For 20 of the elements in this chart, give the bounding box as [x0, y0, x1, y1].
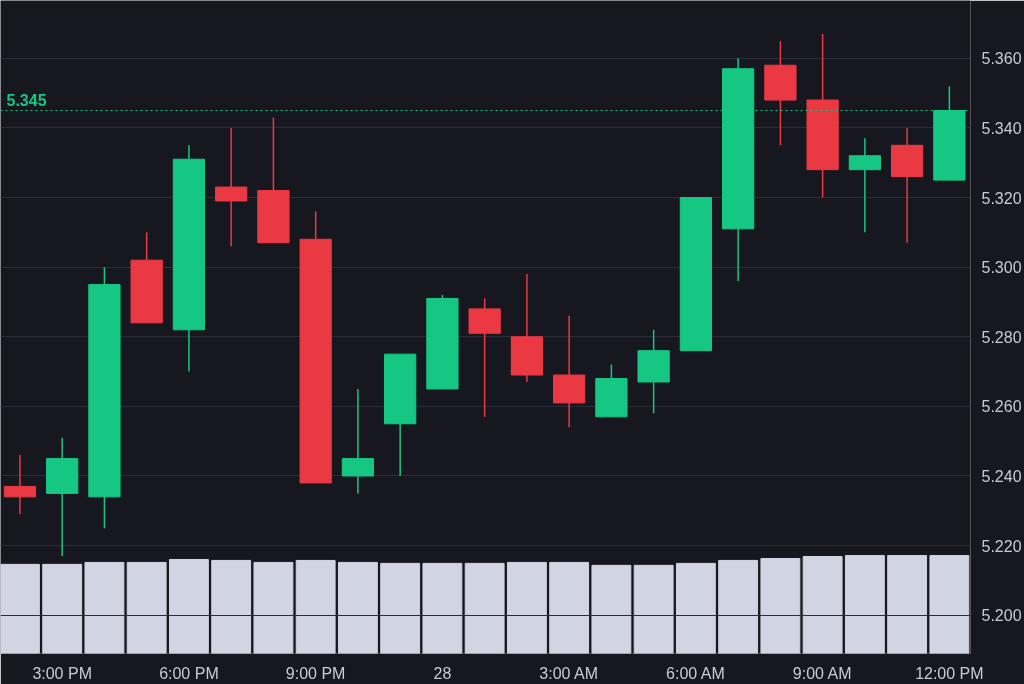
x-tick-label: 6:00 PM — [159, 664, 219, 682]
ref-line-label: 5.345 — [6, 92, 47, 110]
y-tick-label: 5.320 — [981, 189, 1022, 207]
y-tick-label: 5.340 — [981, 119, 1022, 137]
y-tick-label: 5.200 — [981, 607, 1022, 625]
x-tick-label: 9:00 PM — [285, 664, 346, 682]
x-tick-label: 12:00 PM — [915, 664, 984, 682]
candlestick — [215, 127, 248, 247]
y-tick-label: 5.360 — [981, 50, 1022, 68]
y-tick-label: 5.220 — [981, 537, 1022, 555]
x-tick-label: 9:00 AM — [792, 664, 852, 682]
y-tick-label: 5.240 — [981, 467, 1022, 485]
x-tick-label: 28 — [433, 664, 452, 682]
y-tick-label: 5.280 — [981, 328, 1022, 346]
y-tick-label: 5.300 — [981, 259, 1022, 277]
x-tick-label: 3:00 PM — [32, 664, 92, 682]
y-tick-label: 5.260 — [981, 398, 1022, 416]
candlestick — [3, 454, 37, 516]
x-tick-label: 6:00 AM — [666, 664, 725, 682]
x-tick-label: 3:00 AM — [539, 664, 599, 682]
